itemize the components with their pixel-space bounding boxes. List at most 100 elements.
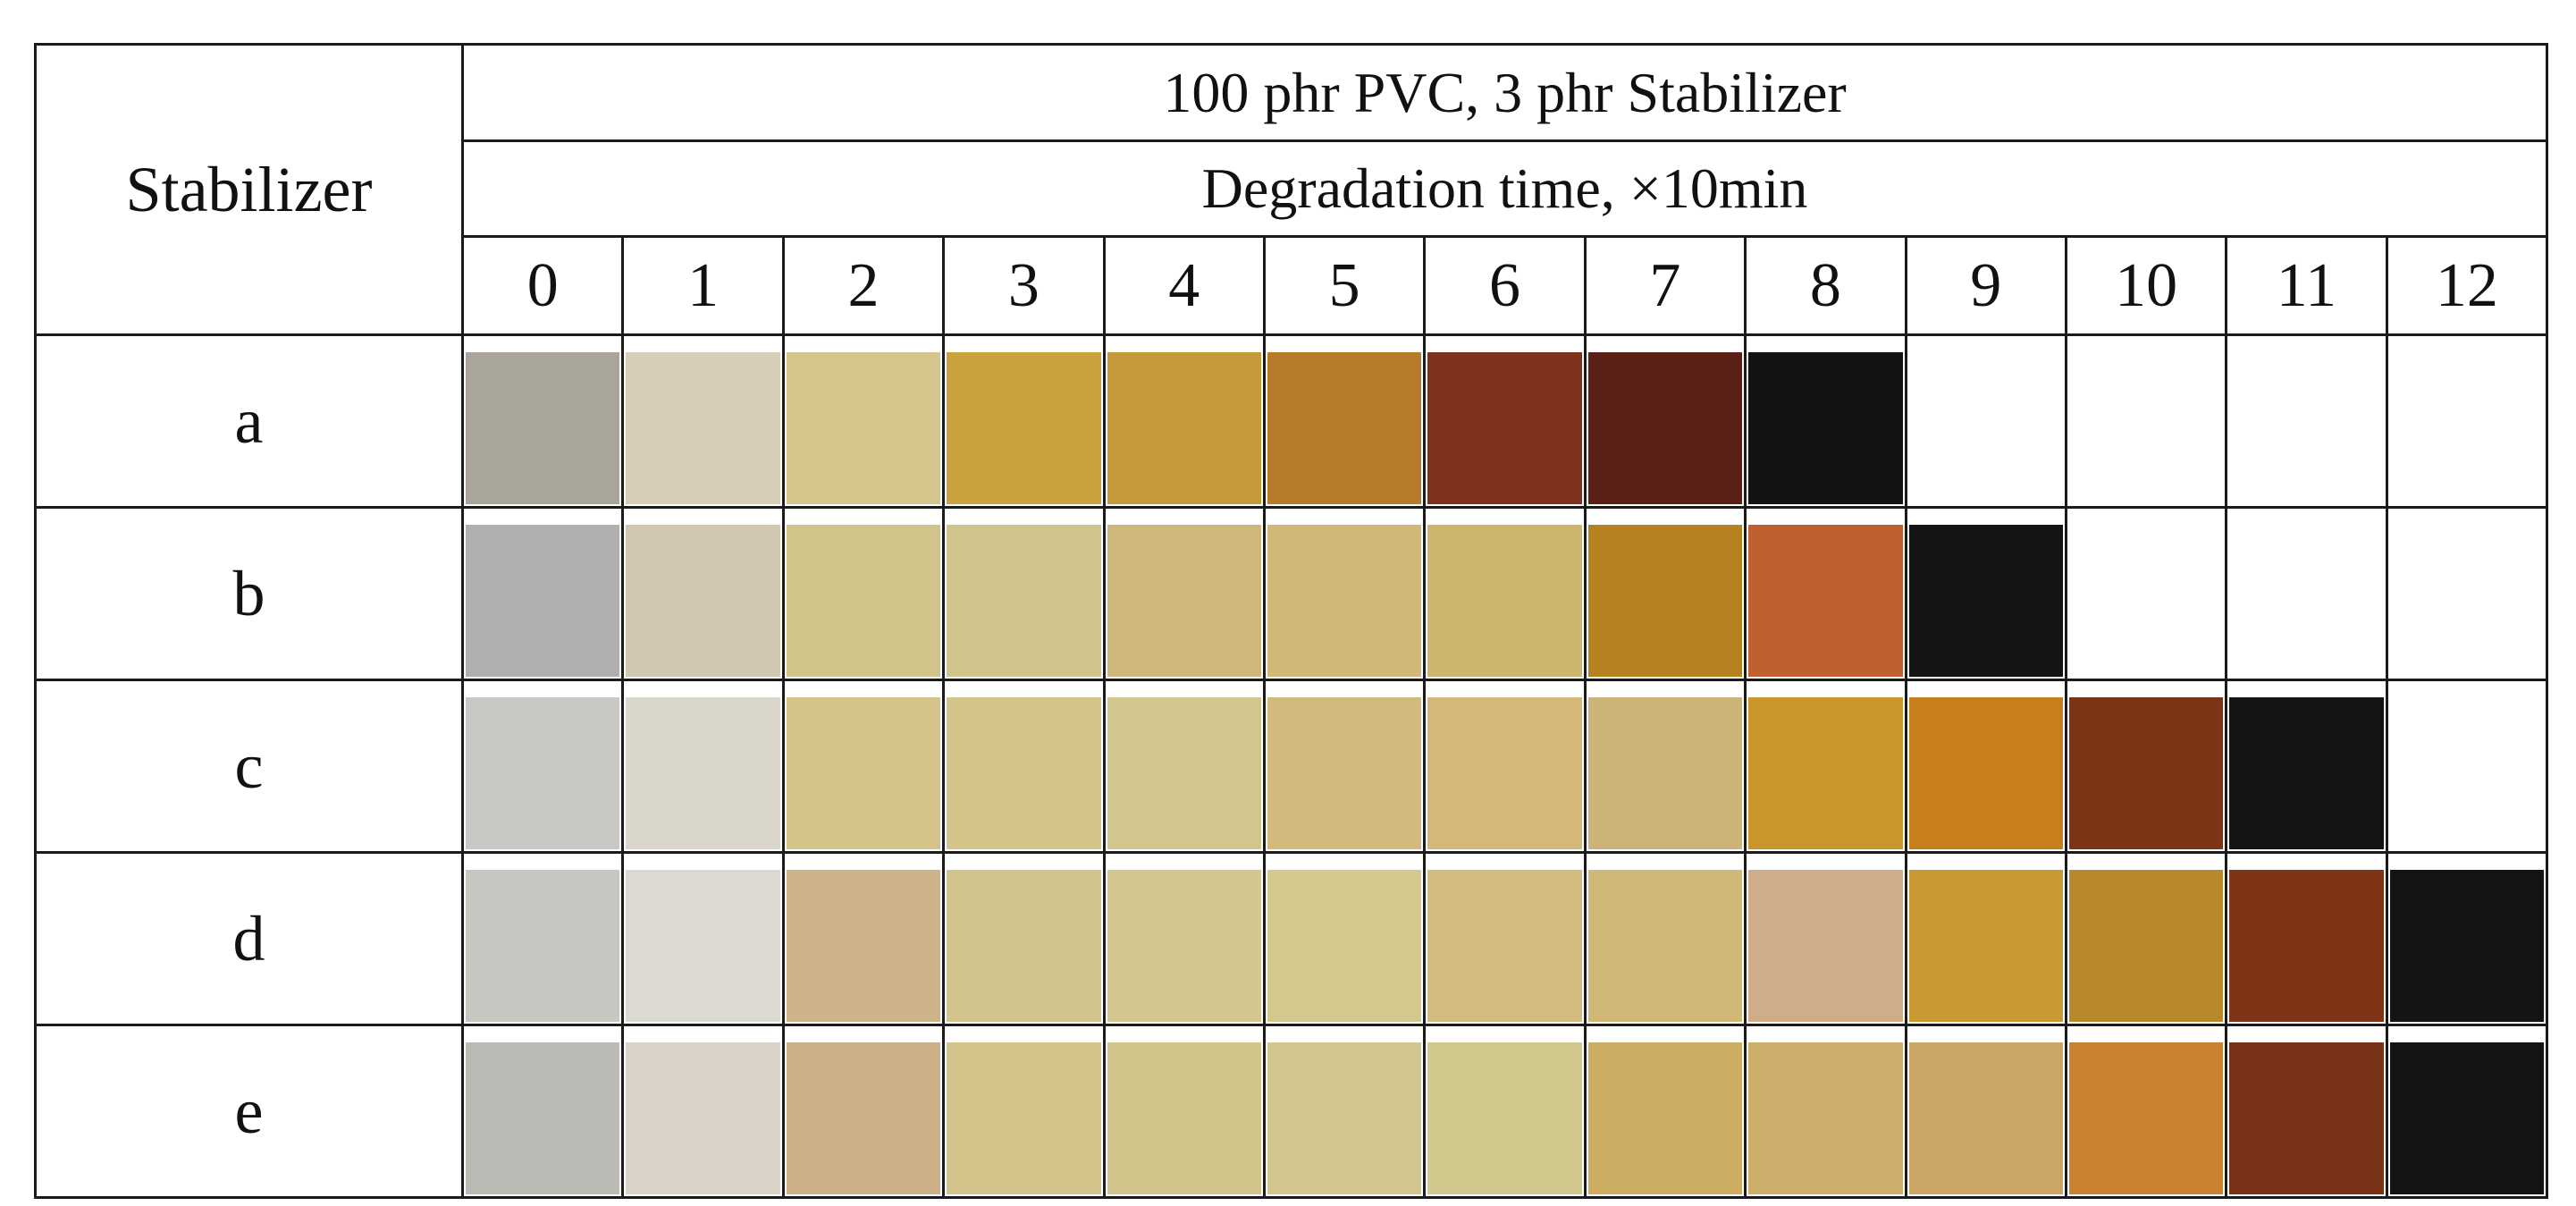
sample-cell [1583,851,1747,1026]
color-swatch [2229,870,2384,1022]
sample-cell [1102,851,1266,1026]
sample-cell [1262,1024,1427,1199]
sample-cell [1744,333,1907,509]
time-tick-3: 3 [942,235,1106,336]
sample-cell [1583,1024,1747,1199]
sample-cell [2385,1024,2549,1199]
color-swatch [947,870,1101,1022]
stabilizer-label: e [34,1024,464,1199]
color-swatch [786,352,941,504]
sample-cell [2385,333,2549,509]
sample-cell [1102,1024,1266,1199]
sample-cell [621,1024,785,1199]
sample-cell [460,679,625,854]
stabilizer-label: d [34,851,464,1026]
color-swatch [1908,870,2063,1022]
color-swatch [2389,870,2545,1022]
color-swatch [947,525,1101,677]
color-swatch [1267,697,1422,849]
sample-cell [781,506,946,681]
color-swatch [1908,1042,2063,1194]
time-tick-10: 10 [2064,235,2228,336]
color-swatch [466,870,620,1022]
color-swatch [1748,1042,1903,1194]
sample-cell [781,679,946,854]
sample-cell [2225,679,2388,854]
time-tick-8: 8 [1744,235,1907,336]
sample-cell [2385,679,2549,854]
sample-cell [1744,506,1907,681]
sample-cell [621,679,785,854]
sample-cell [942,1024,1106,1199]
sample-cell [1744,1024,1907,1199]
sample-cell [2225,851,2388,1026]
sample-cell [460,1024,625,1199]
color-swatch [1107,352,1261,504]
color-swatch [626,870,780,1022]
color-swatch [1427,352,1582,504]
color-swatch [947,697,1101,849]
sample-cell [621,851,785,1026]
stabilizer-label: c [34,679,464,854]
sample-cell [1423,333,1587,509]
color-swatch [626,1042,780,1194]
sample-cell [1904,506,2067,681]
color-swatch [466,352,620,504]
stabilizer-color-table: Stabilizer 100 phr PVC, 3 phr Stabilizer… [34,43,2549,1199]
color-swatch [626,352,780,504]
time-tick-2: 2 [781,235,946,336]
color-swatch [1427,1042,1582,1194]
time-tick-6: 6 [1423,235,1587,336]
color-swatch [1748,870,1903,1022]
stabilizer-label: b [34,506,464,681]
time-tick-5: 5 [1262,235,1427,336]
sample-cell [781,1024,946,1199]
color-swatch [786,1042,941,1194]
sample-cell [781,333,946,509]
color-swatch [1748,352,1903,504]
sample-cell [1262,506,1427,681]
sample-cell [1583,333,1747,509]
table-row: a [34,333,2549,509]
color-swatch [2229,1042,2384,1194]
color-swatch [1427,697,1582,849]
time-tick-4: 4 [1102,235,1266,336]
time-tick-0: 0 [460,235,625,336]
stabilizer-column-header: Stabilizer [34,43,464,336]
sample-cell [460,851,625,1026]
sample-cell [621,333,785,509]
header-row-formulation: Stabilizer 100 phr PVC, 3 phr Stabilizer [34,43,2549,336]
sample-cell [2064,1024,2228,1199]
sample-cell [2225,333,2388,509]
header-row-ticks: 0 1 2 3 4 5 6 7 8 9 10 11 12 [36,235,2549,336]
color-swatch [2229,697,2384,849]
color-swatch [1587,525,1743,677]
sample-cell [1262,851,1427,1026]
color-swatch [2068,1042,2224,1194]
stabilizer-label: a [34,333,464,509]
color-swatch [2068,870,2224,1022]
time-tick-11: 11 [2225,235,2388,336]
sample-cell [2064,333,2228,509]
sample-cell [1583,679,1747,854]
sample-cell [1423,506,1587,681]
time-tick-12: 12 [2385,235,2549,336]
sample-cell [942,679,1106,854]
sample-cell [2225,506,2388,681]
sample-cell [2385,851,2549,1026]
sample-cell [1423,679,1587,854]
sample-cell [2225,1024,2388,1199]
color-swatch [1587,352,1743,504]
color-swatch [626,525,780,677]
sample-cell [1423,1024,1587,1199]
sample-cell [2385,506,2549,681]
color-swatch [466,1042,620,1194]
table-row: d [34,851,2549,1026]
color-swatch [1267,1042,1422,1194]
sample-cell [460,506,625,681]
color-swatch [1908,697,2063,849]
color-swatch [1908,525,2063,677]
sample-cell [1904,679,2067,854]
color-swatch [1267,525,1422,677]
sample-cell [2064,506,2228,681]
